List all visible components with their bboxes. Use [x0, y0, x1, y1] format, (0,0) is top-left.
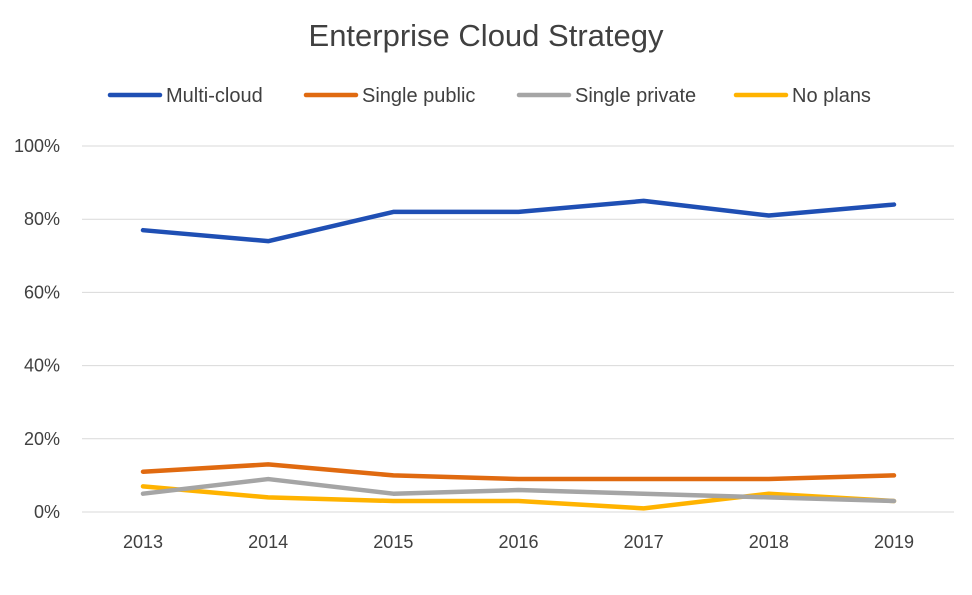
series-group	[140, 198, 897, 511]
y-tick-label: 80%	[24, 209, 60, 229]
x-tick-label: 2019	[874, 532, 914, 552]
legend-label: Single public	[362, 85, 475, 107]
legend-label: Single private	[575, 85, 696, 107]
x-tick-label: 2015	[373, 532, 413, 552]
legend-label: Multi-cloud	[166, 85, 263, 107]
x-tick-label: 2014	[248, 532, 288, 552]
x-tick-label: 2017	[624, 532, 664, 552]
series-line	[140, 198, 897, 244]
x-tick-label: 2018	[749, 532, 789, 552]
y-tick-label: 100%	[14, 136, 60, 156]
x-tick-label: 2013	[123, 532, 163, 552]
legend: Multi-cloud Single public Single private No…	[107, 85, 871, 107]
y-axis: 0% 20% 40% 60% 80% 100%	[14, 136, 60, 522]
x-tick-label: 2016	[498, 532, 538, 552]
y-tick-label: 40%	[24, 356, 60, 376]
y-tick-label: 60%	[24, 282, 60, 302]
series-line	[140, 476, 897, 504]
series-line	[140, 462, 897, 482]
gridlines	[82, 145, 954, 513]
series-line	[140, 484, 897, 511]
legend-label: No plans	[792, 85, 871, 107]
x-axis: 2013 2014 2015 2016 2017 2018 2019	[123, 532, 914, 552]
y-tick-label: 0%	[34, 502, 60, 522]
chart-title: Enterprise Cloud Strategy	[309, 18, 664, 53]
y-tick-label: 20%	[24, 429, 60, 449]
